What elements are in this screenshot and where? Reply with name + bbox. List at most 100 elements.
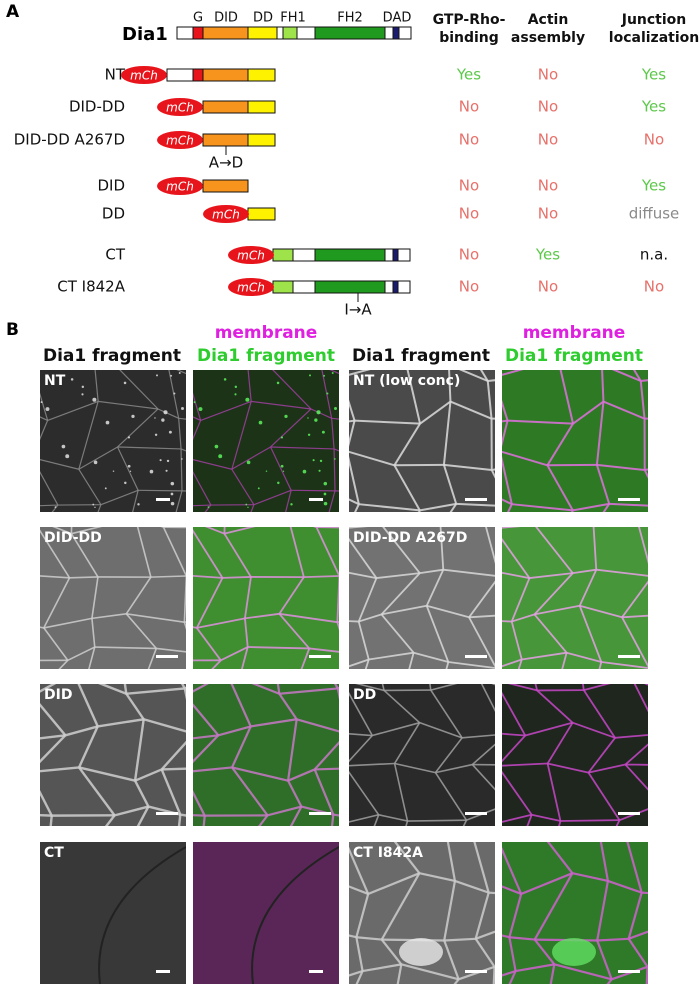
cell-boundary [40,420,49,441]
cell-boundary [674,650,694,696]
domain [314,248,386,262]
construct-name: DID-DD [69,98,125,116]
cell-boundary [669,510,685,548]
cell-boundary [272,370,312,410]
punctum [181,458,183,460]
punctum [40,401,43,404]
cell-boundary [367,872,420,895]
cell-boundary [598,661,603,669]
cell-boundary [193,416,201,421]
cell-boundary [502,691,527,736]
domain [282,26,298,40]
cell-boundary [240,646,249,669]
construct-name: CT I842A [57,278,125,296]
cell-boundary [382,527,421,574]
cell-boundary [462,819,468,826]
cell-boundary [65,725,99,737]
cell-boundary [443,880,457,941]
cell-boundary [94,646,157,650]
punctum [54,506,57,509]
cell-boundary [162,527,186,577]
domain [202,100,249,114]
punctum [234,393,237,396]
punctum [65,454,70,459]
cell-boundary [88,646,96,669]
micrograph [40,527,186,669]
cell-boundary [94,370,99,402]
scale-bar [465,655,487,658]
cell-boundary [669,765,700,815]
cell-boundary [601,840,627,841]
cell-boundary [296,718,339,733]
cell-boundary [480,684,495,713]
punctum [247,506,249,509]
cell-boundary [231,725,252,768]
scale-bar [618,655,640,658]
micrograph-bg [349,684,495,826]
cell-boundary [502,419,508,423]
punctum [323,492,327,496]
result: No [644,131,664,149]
cell-boundary [177,814,182,826]
cell-boundary [349,762,395,767]
cell-boundary [468,616,495,668]
cell-boundary [276,684,281,694]
cell-boundary [535,527,574,574]
domain [392,280,399,294]
cell-boundary [355,970,364,984]
cell-boundary [231,468,255,506]
cell-boundary [502,498,513,506]
cell-boundary [611,370,642,382]
cell-boundary [587,772,621,821]
cell-boundary [357,577,378,622]
result: Yes [535,246,560,264]
column-header: localization [609,30,699,46]
cell-boundary [300,648,311,669]
cell-boundary [71,527,103,535]
result: Yes [456,66,481,84]
cell-boundary [258,814,269,826]
cell-boundary [0,458,32,468]
cell-boundary [450,400,492,420]
cell-boundary [393,722,421,764]
cell-boundary [78,468,102,506]
cell-boundary [310,408,332,419]
domain [247,68,276,82]
cell-boundary [579,604,623,619]
cell-boundary [98,846,186,984]
cell-boundary [193,814,205,817]
cell-boundary [313,740,339,771]
cell-boundary [507,684,538,692]
cell-boundary [119,370,159,410]
punctum [137,503,140,506]
cell-boundary [502,658,523,668]
cell-boundary [220,646,249,662]
cell-boundary [247,370,252,402]
cell-boundary [193,734,220,764]
cell-boundary [126,687,185,695]
cell-boundary [253,489,292,506]
cell-boundary [669,727,700,765]
micrograph [349,527,495,669]
cell-boundary [333,448,336,491]
punctum [323,374,326,377]
cell-boundary [380,572,421,616]
cell-boundary [55,316,106,323]
cell-boundary [125,613,157,649]
domain [202,26,249,40]
cell-boundary [250,718,297,728]
cell-boundary [531,813,561,822]
column-header: Dia1 fragment [197,346,335,366]
micrograph [40,842,186,984]
cell-boundary [502,450,548,467]
cell-boundary [287,768,316,782]
image-label: NT [44,373,66,389]
domain [398,26,412,40]
cell-boundary [67,646,96,662]
cell-boundary [178,418,182,449]
result: Yes [641,98,666,116]
domain [176,26,194,40]
cell-boundary [636,516,690,522]
cell-boundary [204,527,225,535]
punctum [290,503,293,506]
